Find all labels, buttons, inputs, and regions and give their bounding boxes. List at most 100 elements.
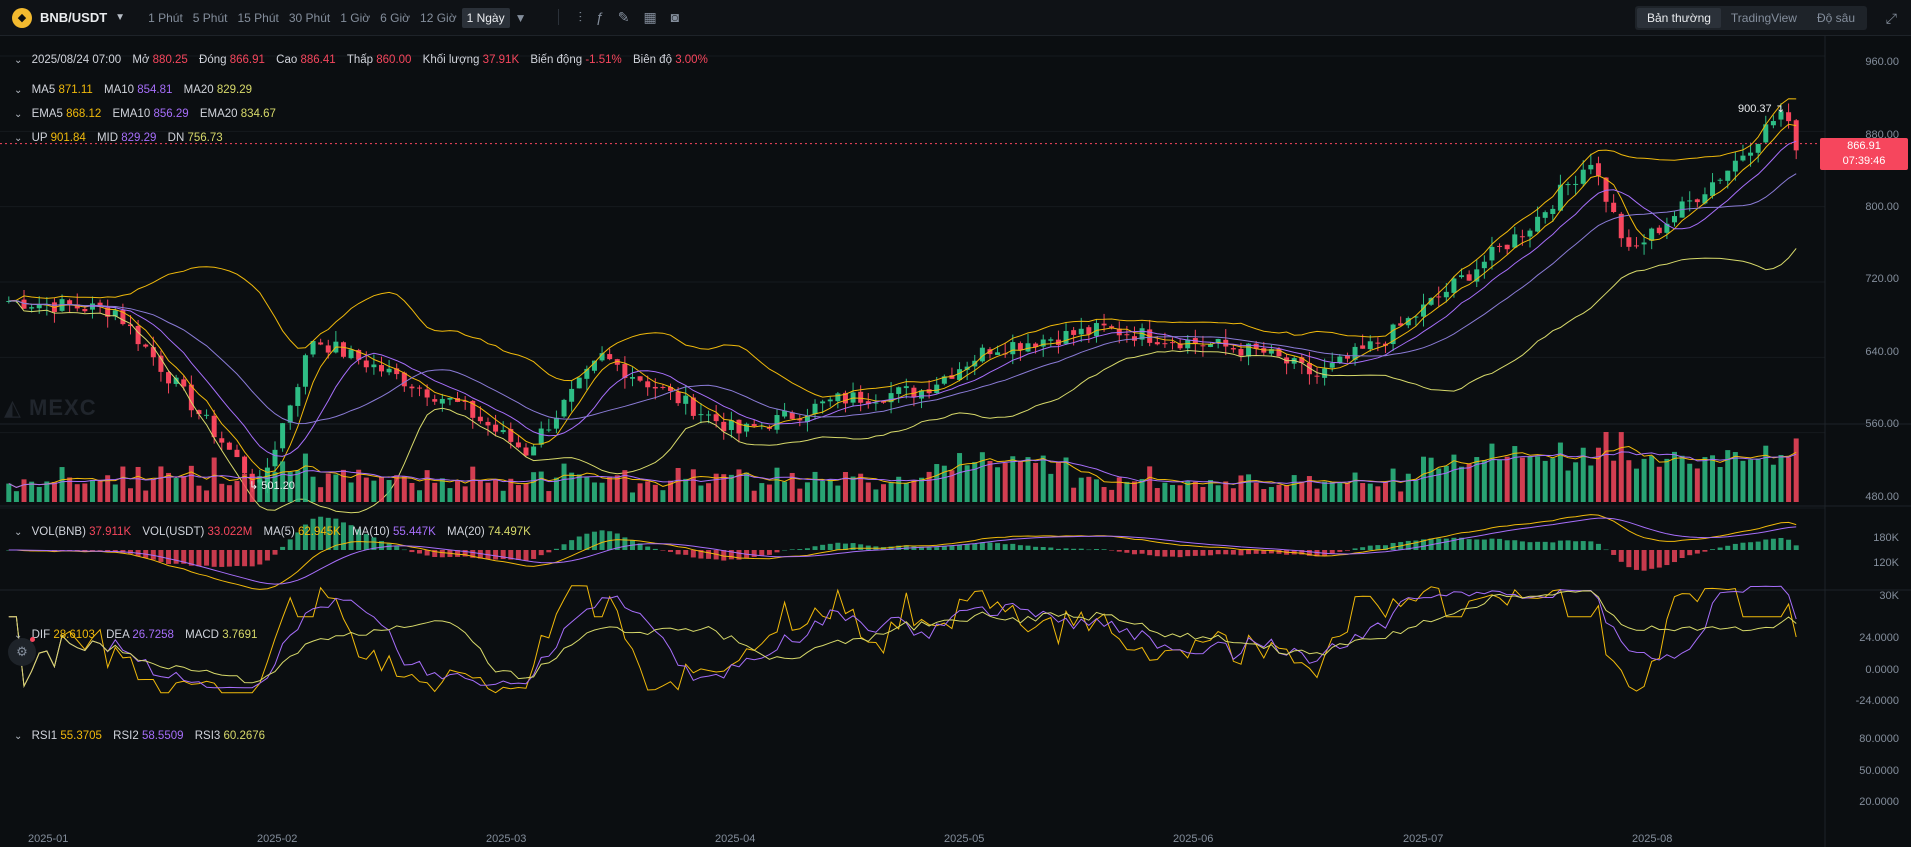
candle-body — [652, 386, 658, 389]
macd-bar — [211, 550, 217, 567]
fullscreen-icon[interactable]: ⤢ — [1885, 10, 1897, 26]
candle-body — [835, 393, 841, 402]
candle-body — [67, 300, 73, 305]
interval-12h[interactable]: 12 Giờ — [420, 10, 457, 25]
candle-body — [782, 410, 788, 417]
layout-icon[interactable]: ▦ — [643, 9, 657, 25]
view-depth[interactable]: Độ sâu — [1816, 11, 1855, 25]
volume-bar — [181, 476, 187, 502]
macd-bar — [1550, 542, 1556, 550]
last-price-tag: 866.91 07:39:46 — [1820, 138, 1908, 170]
volume-bar — [1170, 484, 1176, 502]
collapse-icon[interactable]: ⌄ — [14, 731, 23, 742]
vol-usdt-value: 33.022M — [207, 526, 253, 538]
candle-body — [401, 372, 407, 387]
rsi1-value: 55.3705 — [60, 730, 102, 742]
candle-body — [1215, 339, 1221, 344]
view-standard[interactable]: Bản thường — [1636, 8, 1721, 28]
ohlc-date: 2025/08/24 07:00 — [31, 54, 122, 66]
camera-icon[interactable]: ◙ — [670, 9, 680, 25]
candle-body — [378, 365, 384, 372]
rsi1-label: RSI1 — [31, 730, 58, 742]
volume-bar — [1786, 457, 1792, 502]
collapse-icon[interactable]: ⌄ — [14, 55, 23, 66]
volume-bar — [698, 485, 704, 502]
macd-bar — [1314, 550, 1320, 557]
volume-bar — [1763, 445, 1769, 502]
view-tradingview[interactable]: TradingView — [1730, 11, 1797, 25]
macd-bar — [569, 540, 575, 550]
volume-bar — [1246, 474, 1252, 502]
volume-bar — [219, 483, 225, 502]
collapse-icon[interactable]: ⌄ — [14, 109, 23, 120]
candle-body — [1048, 339, 1054, 341]
low-label: Thấp — [346, 54, 374, 66]
chart-settings-icon[interactable]: ⚙ — [8, 638, 36, 666]
interval-5m[interactable]: 5 Phút — [192, 10, 228, 25]
candle-body — [204, 414, 210, 416]
candle-body — [462, 400, 468, 402]
interval-6h[interactable]: 6 Giờ — [380, 10, 411, 25]
chart-canvas[interactable] — [0, 36, 1911, 847]
macd-bar — [1504, 540, 1510, 550]
collapse-icon[interactable]: ⌄ — [14, 85, 23, 96]
rsi2-value: 58.5509 — [141, 730, 184, 742]
macd-bar — [1246, 550, 1252, 555]
macd-bar — [1672, 550, 1678, 563]
macd-bar — [1131, 550, 1137, 555]
interval-1d[interactable]: 1 Ngày — [461, 7, 510, 28]
volume-bar — [272, 472, 278, 502]
candle-body — [74, 304, 80, 309]
vol-value: 37.911K — [89, 526, 132, 538]
rsi3-label: RSI3 — [194, 730, 221, 742]
volume-bar — [1192, 481, 1198, 502]
macd-bar — [1413, 540, 1419, 550]
volume-bar — [1413, 479, 1419, 502]
volume-bar — [789, 472, 795, 502]
macd-bar — [842, 543, 848, 550]
candle-body — [363, 360, 369, 368]
interval-15m[interactable]: 15 Phút — [237, 10, 279, 25]
volume-bar — [1230, 488, 1236, 502]
volume-ma10-line — [8, 451, 1797, 488]
fx-icon[interactable]: ƒ — [596, 9, 604, 25]
interval-1m[interactable]: 1 Phút — [148, 10, 183, 25]
macd-bar — [1208, 550, 1214, 556]
notification-dot — [30, 637, 35, 642]
interval-1h[interactable]: 1 Giờ — [340, 10, 371, 25]
interval-dropdown-icon[interactable]: ▼ — [514, 10, 527, 25]
bnb-logo-icon: ◆ — [12, 7, 32, 28]
volume-bar — [782, 481, 788, 502]
collapse-icon[interactable]: ⌄ — [14, 133, 23, 144]
macd-bar — [553, 548, 559, 550]
candle-body — [660, 386, 666, 388]
volume-bar — [447, 488, 453, 502]
volume-bar — [1093, 479, 1099, 502]
symbol-dropdown-icon[interactable]: ▼ — [115, 12, 126, 23]
macd-bar — [105, 550, 111, 552]
candle-body — [1131, 336, 1137, 341]
volume-bar — [1253, 482, 1259, 502]
macd-bar — [333, 518, 339, 550]
macd-bar — [934, 547, 940, 550]
macd-bar — [1755, 541, 1761, 550]
collapse-icon[interactable]: ⌄ — [14, 527, 23, 538]
volume-axis-label: 180K — [1873, 532, 1899, 544]
macd-bar — [1512, 540, 1518, 550]
volume-bar — [188, 465, 194, 502]
ma20-value: 829.29 — [216, 84, 253, 96]
pencil-icon[interactable]: ✎ — [617, 9, 630, 25]
indicator-icon[interactable]: ⫶ — [578, 9, 583, 25]
candle-body — [1497, 245, 1503, 247]
volume-bar — [44, 481, 50, 502]
interval-30m[interactable]: 30 Phút — [288, 10, 331, 25]
volume-bar — [1542, 460, 1548, 502]
volume-bar — [1162, 482, 1168, 502]
volume-bar — [1626, 460, 1632, 502]
volume-bar — [668, 480, 674, 502]
candle-body — [1025, 343, 1031, 352]
candle-body — [1124, 334, 1130, 336]
volume-bar — [1185, 480, 1191, 502]
collapse-icon[interactable]: ⌄ — [14, 630, 23, 641]
symbol-label[interactable]: BNB/USDT — [40, 10, 108, 25]
